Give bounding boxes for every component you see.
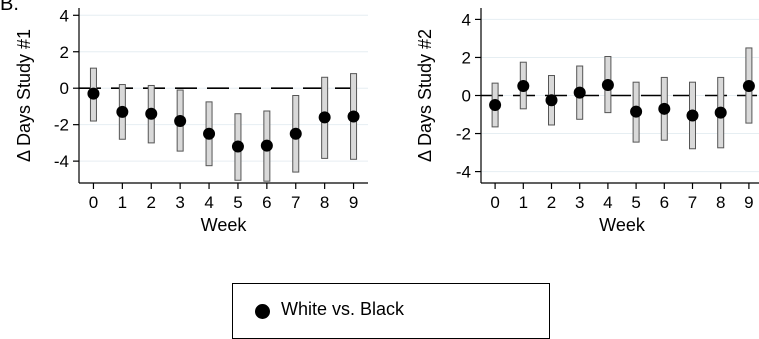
chart2-y-tick-label: -2 — [456, 125, 471, 144]
chart1-x-tick-label: 2 — [147, 193, 156, 212]
chart2-x-tick-label: 9 — [744, 193, 753, 212]
chart2-point — [489, 99, 502, 112]
chart2-point — [742, 79, 755, 92]
chart2-point — [658, 102, 671, 115]
chart1-y-tick-label: -2 — [54, 116, 69, 135]
chart1-y-tick-label: 4 — [60, 6, 69, 25]
chart2-point — [630, 105, 643, 118]
chart1-x-tick-label: 4 — [204, 193, 213, 212]
chart2-y-axis-title: Δ Days Study #2 — [415, 29, 435, 162]
chart1-y-tick-label: 2 — [60, 43, 69, 62]
chart2-y-tick-label: 2 — [462, 48, 471, 67]
chart1-x-tick-label: 3 — [175, 193, 184, 212]
chart1-x-axis-title: Week — [201, 215, 248, 235]
chart2-point — [517, 79, 530, 92]
chart1-point — [116, 105, 129, 118]
chart1-y-tick-label: 0 — [60, 79, 69, 98]
chart1-x-tick-label: 6 — [262, 193, 271, 212]
legend: White vs. Black — [232, 283, 550, 339]
chart2-point — [714, 106, 727, 119]
chart1-point — [145, 107, 158, 120]
chart2-point — [601, 79, 614, 92]
chart1-x-tick-label: 5 — [233, 193, 242, 212]
chart1-y-tick-label: -4 — [54, 152, 69, 171]
chart2-x-tick-label: 7 — [688, 193, 697, 212]
chart2-x-tick-label: 4 — [603, 193, 612, 212]
chart2-x-tick-label: 0 — [490, 193, 499, 212]
chart1-point — [260, 139, 273, 152]
chart1-point — [347, 110, 360, 123]
chart2-point — [545, 94, 558, 107]
chart1-x-tick-label: 9 — [349, 193, 358, 212]
chart2-x-tick-label: 8 — [716, 193, 725, 212]
legend-marker — [255, 304, 270, 319]
chart2-point — [686, 109, 699, 122]
chart2-x-tick-label: 3 — [575, 193, 584, 212]
chart2-x-tick-label: 2 — [547, 193, 556, 212]
chart1-y-axis-title: Δ Days Study #1 — [14, 29, 34, 162]
chart1-point — [203, 127, 216, 140]
panel-label: B. — [0, 0, 19, 15]
chart1-point — [174, 115, 187, 128]
chart1-x-tick-label: 7 — [291, 193, 300, 212]
chart1-point — [231, 140, 244, 153]
chart2-y-tick-label: 4 — [462, 10, 471, 29]
chart1-x-tick-label: 1 — [118, 193, 127, 212]
chart1-x-tick-label: 0 — [89, 193, 98, 212]
chart2-y-tick-label: 0 — [462, 87, 471, 106]
chart1-point — [289, 127, 302, 140]
legend-label: White vs. Black — [281, 299, 405, 319]
chart2-x-tick-label: 1 — [519, 193, 528, 212]
chart1-point — [318, 111, 331, 124]
chart1-x-tick-label: 8 — [320, 193, 329, 212]
chart2-y-tick-label: -4 — [456, 163, 471, 182]
chart2-x-tick-label: 5 — [631, 193, 640, 212]
chart2-x-tick-label: 6 — [660, 193, 669, 212]
chart1-point — [87, 87, 100, 100]
chart2-x-axis-title: Week — [599, 215, 646, 235]
chart2-point — [573, 86, 586, 99]
